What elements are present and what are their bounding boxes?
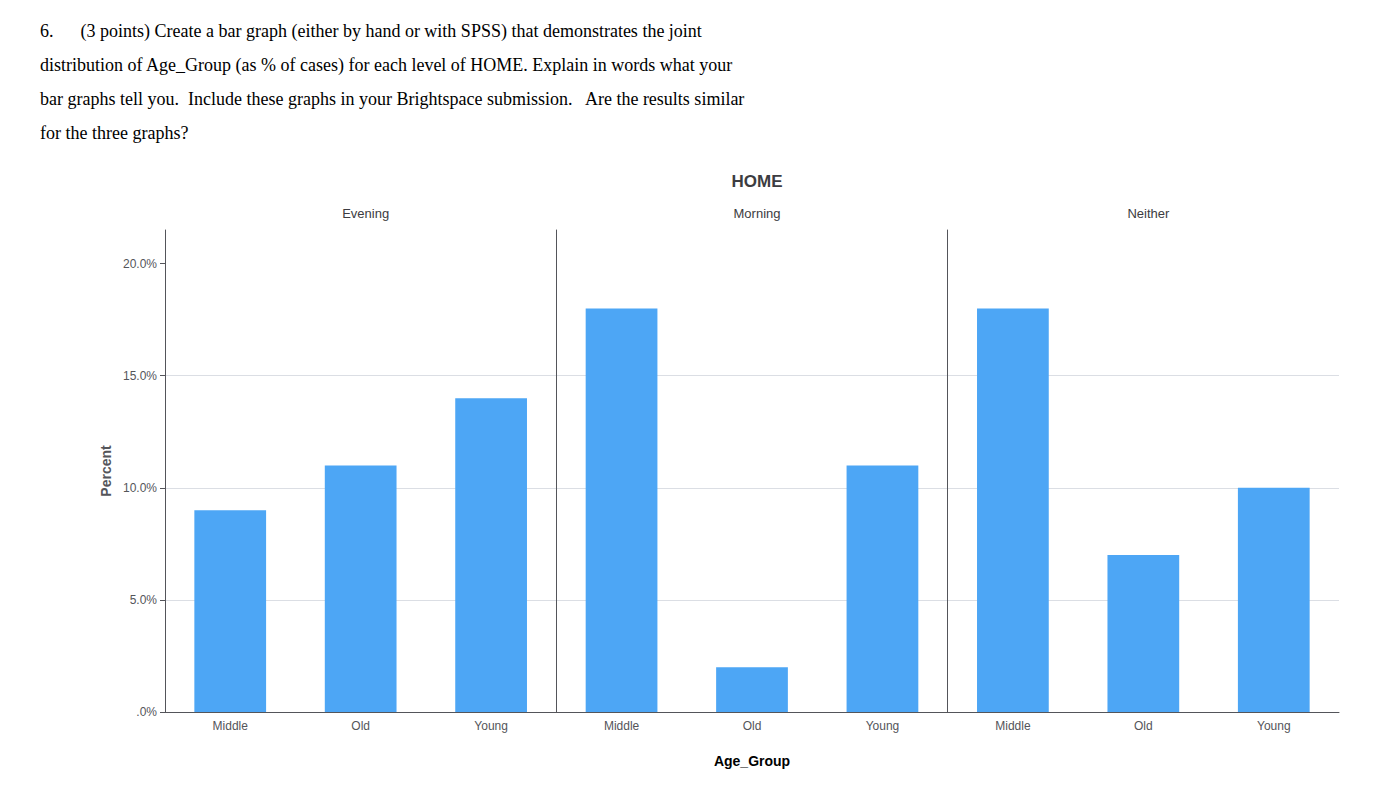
svg-text:10.0%: 10.0% bbox=[123, 481, 157, 495]
svg-text:bar graphs tell you. Include: bar graphs tell you. Include these graph… bbox=[40, 89, 744, 109]
svg-text:Middle: Middle bbox=[995, 719, 1031, 733]
svg-text:Old: Old bbox=[1134, 719, 1153, 733]
svg-text:5.0%: 5.0% bbox=[130, 593, 158, 607]
svg-text:Middle: Middle bbox=[213, 719, 249, 733]
svg-text:Young: Young bbox=[1257, 719, 1291, 733]
svg-text:.0%: .0% bbox=[136, 705, 157, 719]
svg-text:Young: Young bbox=[866, 719, 900, 733]
svg-text:Old: Old bbox=[351, 719, 370, 733]
svg-text:Old: Old bbox=[743, 719, 762, 733]
svg-text:Percent: Percent bbox=[98, 445, 114, 497]
svg-text:Young: Young bbox=[474, 719, 508, 733]
svg-text:15.0%: 15.0% bbox=[123, 369, 157, 383]
svg-text:Neither: Neither bbox=[1127, 206, 1170, 221]
svg-text:for the three graphs?: for the three graphs? bbox=[40, 123, 188, 143]
svg-text:20.0%: 20.0% bbox=[123, 257, 157, 271]
svg-text:HOME: HOME bbox=[732, 172, 783, 191]
svg-text:Evening: Evening bbox=[342, 206, 389, 221]
svg-text:6. (3 points) Create a ba: 6. (3 points) Create a bar graph (either… bbox=[40, 21, 702, 42]
svg-text:Age_Group: Age_Group bbox=[714, 753, 790, 769]
svg-text:Morning: Morning bbox=[734, 206, 781, 221]
svg-text:distribution of Age_Group (as: distribution of Age_Group (as % of cases… bbox=[40, 55, 732, 76]
svg-text:Middle: Middle bbox=[604, 719, 640, 733]
